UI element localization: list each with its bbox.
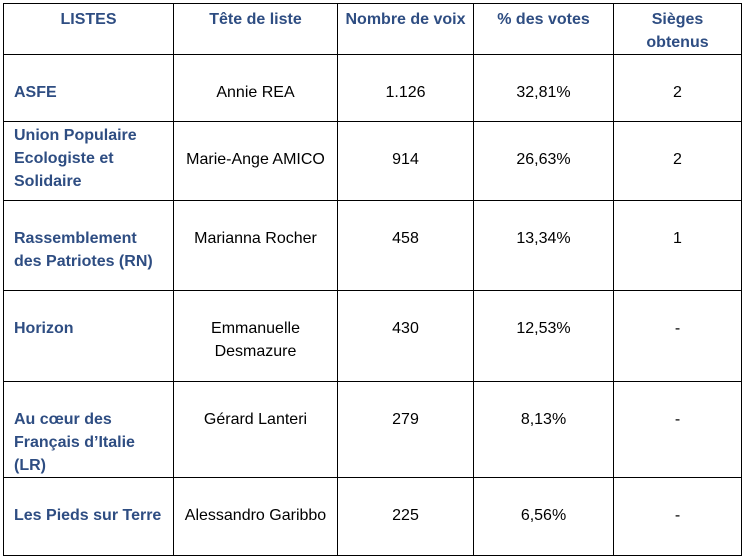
votes-percent-cell: 26,63%: [473, 121, 614, 201]
list-name-cell: ASFE: [3, 54, 174, 122]
list-name-cell: Les Pieds sur Terre: [3, 477, 174, 556]
head-of-list-cell: Marie-Ange AMICO: [173, 121, 338, 201]
list-name-cell: Union Populaire Ecologiste et Solidaire: [3, 121, 174, 201]
election-results-table: LISTES Tête de liste Nombre de voix % de…: [3, 3, 742, 556]
table-row: ASFE Annie REA 1.126 32,81% 2: [3, 54, 742, 122]
head-of-list-cell: Emmanuelle Desmazure: [173, 290, 338, 382]
votes-percent-cell: 8,13%: [473, 381, 614, 478]
votes-count-cell: 458: [337, 200, 474, 291]
seats-cell: 2: [613, 121, 742, 201]
head-of-list-cell: Gérard Lanteri: [173, 381, 338, 478]
votes-count-cell: 1.126: [337, 54, 474, 122]
header-tete-de-liste: Tête de liste: [173, 3, 338, 55]
votes-percent-cell: 12,53%: [473, 290, 614, 382]
head-of-list-cell: Marianna Rocher: [173, 200, 338, 291]
header-nombre-de-voix: Nombre de voix: [337, 3, 474, 55]
votes-count-cell: 430: [337, 290, 474, 382]
header-sieges-obtenus: Sièges obtenus: [613, 3, 742, 55]
votes-percent-cell: 6,56%: [473, 477, 614, 556]
header-pourcentage-votes: % des votes: [473, 3, 614, 55]
votes-percent-cell: 13,34%: [473, 200, 614, 291]
votes-count-cell: 914: [337, 121, 474, 201]
head-of-list-cell: Alessandro Garibbo: [173, 477, 338, 556]
head-of-list-text: Marie-Ange AMICO: [186, 151, 325, 168]
seats-cell: -: [613, 477, 742, 556]
seats-cell: 2: [613, 54, 742, 122]
table-row: Rassemblement des Patriotes (RN) Mariann…: [3, 200, 742, 291]
votes-percent-cell: 32,81%: [473, 54, 614, 122]
head-of-list-cell: Annie REA: [173, 54, 338, 122]
seats-cell: -: [613, 381, 742, 478]
seats-cell: 1: [613, 200, 742, 291]
table-row: Au cœur des Français d’Italie (LR) Gérar…: [3, 381, 742, 478]
header-listes: LISTES: [3, 3, 174, 55]
table-row: Horizon Emmanuelle Desmazure 430 12,53% …: [3, 290, 742, 382]
table-row: Union Populaire Ecologiste et Solidaire …: [3, 121, 742, 201]
votes-count-cell: 279: [337, 381, 474, 478]
list-name-cell: Rassemblement des Patriotes (RN): [3, 200, 174, 291]
list-name-cell: Horizon: [3, 290, 174, 382]
table-row: Les Pieds sur Terre Alessandro Garibbo 2…: [3, 477, 742, 556]
seats-cell: -: [613, 290, 742, 382]
header-row: LISTES Tête de liste Nombre de voix % de…: [3, 3, 742, 55]
votes-count-cell: 225: [337, 477, 474, 556]
list-name-cell: Au cœur des Français d’Italie (LR): [3, 381, 174, 478]
